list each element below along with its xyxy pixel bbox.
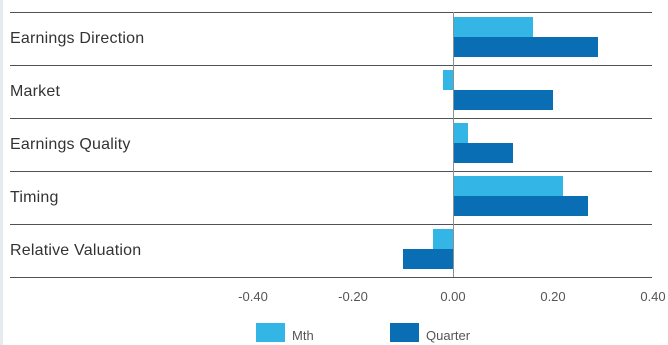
category-label: Market bbox=[10, 83, 60, 100]
x-axis-tick-labels: -0.40 -0.20 0.00 0.20 0.40 bbox=[238, 289, 665, 304]
x-tick-label: 0.20 bbox=[540, 289, 565, 304]
bars bbox=[403, 17, 598, 269]
legend: Mth Quarter bbox=[256, 323, 471, 343]
bar-quarter bbox=[453, 143, 513, 163]
bar-quarter bbox=[453, 37, 598, 57]
bar-quarter bbox=[453, 90, 553, 110]
legend-label: Mth bbox=[292, 328, 314, 343]
legend-label: Quarter bbox=[426, 328, 471, 343]
legend-swatch bbox=[256, 323, 285, 342]
bar-mth bbox=[453, 17, 533, 37]
bar-mth bbox=[453, 176, 563, 196]
category-label: Earnings Quality bbox=[10, 136, 131, 153]
bar-quarter bbox=[453, 196, 588, 216]
category-label: Timing bbox=[10, 189, 59, 206]
bar-quarter bbox=[403, 249, 453, 269]
category-label: Relative Valuation bbox=[10, 242, 141, 259]
category-labels: Earnings Direction Market Earnings Quality… bbox=[10, 30, 144, 259]
row-separators bbox=[10, 12, 652, 278]
bar-mth bbox=[453, 123, 468, 143]
legend-swatch bbox=[390, 323, 419, 342]
x-tick-label: 0.00 bbox=[440, 289, 465, 304]
left-edge-strip bbox=[0, 0, 3, 345]
category-label: Earnings Direction bbox=[10, 30, 144, 47]
bar-mth bbox=[433, 229, 453, 249]
x-tick-label: -0.40 bbox=[238, 289, 268, 304]
x-tick-label: 0.40 bbox=[640, 289, 665, 304]
x-tick-label: -0.20 bbox=[338, 289, 368, 304]
bar-mth bbox=[443, 70, 453, 90]
